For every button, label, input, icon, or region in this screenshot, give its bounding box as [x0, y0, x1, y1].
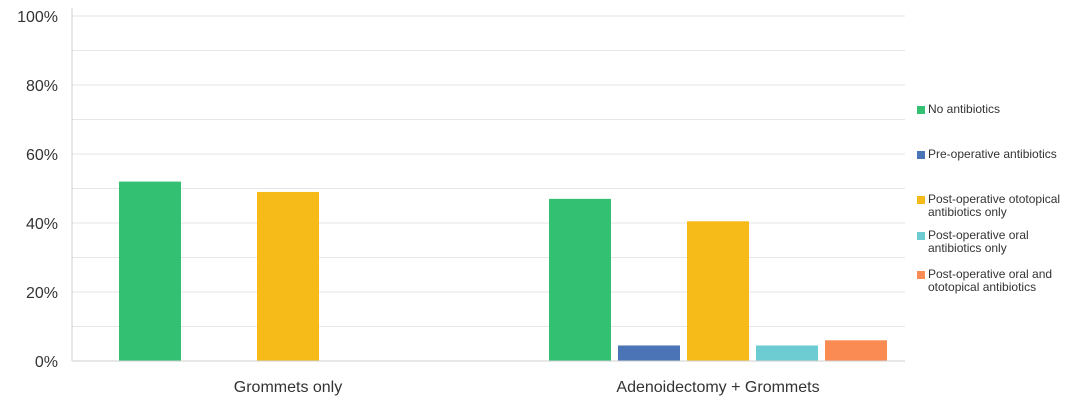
legend-swatch: [917, 106, 925, 114]
x-category-label: Adenoidectomy + Grommets: [616, 379, 819, 396]
legend-label: Post-operative oral antibiotics only: [928, 228, 1029, 255]
y-tick-label: 100%: [17, 9, 58, 26]
legend-item: No antibiotics: [917, 103, 1076, 116]
legend-label: Pre-operative antibiotics: [928, 147, 1057, 161]
y-axis: 0% 20% 40% 60% 80% 100%: [17, 8, 73, 371]
bars: [119, 181, 887, 361]
gridlines: [72, 15, 905, 327]
bar: [687, 221, 749, 361]
legend-item: Pre-operative antibiotics: [917, 148, 1076, 161]
legend-label: No antibiotics: [928, 102, 1001, 116]
legend-swatch: [917, 232, 925, 240]
y-tick-label: 60%: [26, 147, 58, 164]
bar: [119, 181, 181, 361]
y-tick-label: 40%: [26, 216, 58, 233]
y-tick-label: 80%: [26, 78, 58, 95]
legend-label: Post-operative ototopical antibiotics on…: [928, 192, 1061, 219]
y-tick-label: 0%: [35, 354, 58, 371]
legend-item: Post-operative ototopical antibiotics on…: [917, 193, 1076, 219]
bar: [618, 345, 680, 361]
legend-swatch: [917, 271, 925, 279]
legend-item: Post-operative oral antibiotics only: [917, 229, 1076, 255]
x-category-label: Grommets only: [234, 379, 342, 396]
bar: [257, 191, 319, 361]
x-axis: Grommets only Adenoidectomy + Grommets: [72, 360, 905, 396]
bar: [825, 340, 887, 361]
legend-label: Post-operative oral and ototopical antib…: [928, 267, 1053, 294]
bar: [549, 198, 611, 361]
y-tick-label: 20%: [26, 285, 58, 302]
legend-item: Post-operative oral and ototopical antib…: [917, 268, 1076, 294]
bar: [756, 345, 818, 361]
legend-swatch: [917, 196, 925, 204]
legend-swatch: [917, 151, 925, 159]
